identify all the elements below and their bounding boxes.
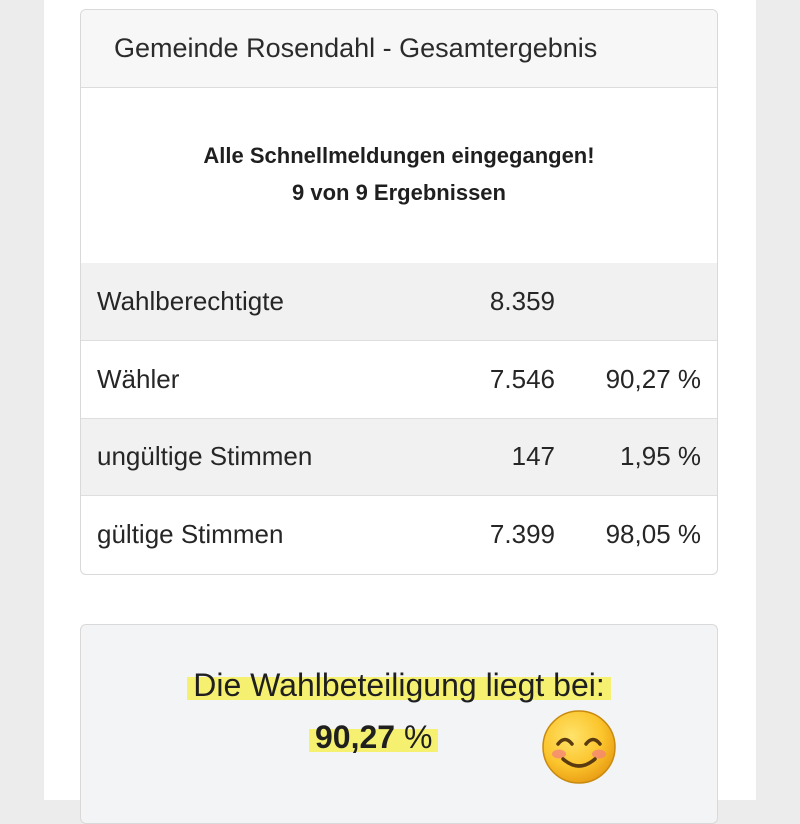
table-row: Wahlberechtigte 8.359: [81, 263, 717, 341]
turnout-value: 90,27 %: [309, 719, 439, 756]
row-percent: 90,27 %: [605, 363, 701, 394]
row-count: 7.546: [489, 363, 555, 394]
table-row: gültige Stimmen 7.399 98,05 %: [81, 495, 717, 574]
row-label: Wähler: [97, 363, 180, 394]
status-count-message: 9 von 9 Ergebnissen: [292, 179, 506, 205]
reporting-status: Alle Schnellmeldungen eingegangen! 9 von…: [81, 88, 717, 263]
row-count: 8.359: [489, 286, 555, 316]
turnout-value-highlight: 90,27 %: [309, 719, 439, 755]
turnout-card: Die Wahlbeteiligung liegt bei: 90,27 %: [80, 624, 718, 824]
turnout-unit: %: [403, 719, 433, 755]
row-percent: 98,05 %: [605, 519, 701, 549]
results-title: Gemeinde Rosendahl - Gesamtergebnis: [114, 33, 598, 63]
row-label: gültige Stimmen: [97, 519, 284, 549]
status-complete-message: Alle Schnellmeldungen eingegangen!: [203, 142, 595, 168]
smiling-face-icon: [542, 710, 616, 784]
row-count: 7.399: [489, 519, 555, 549]
turnout-title-text: Die Wahlbeteiligung liegt bei:: [187, 667, 611, 703]
row-percent: [555, 263, 717, 341]
results-table: Wahlberechtigte 8.359 Wähler 7.546 90,27…: [81, 263, 717, 573]
table-row: Wähler 7.546 90,27 %: [81, 340, 717, 419]
row-label: Wahlberechtigte: [97, 286, 284, 316]
results-card: Gemeinde Rosendahl - Gesamtergebnis Alle…: [80, 9, 718, 575]
table-row: ungültige Stimmen 147 1,95 %: [81, 418, 717, 496]
card-header: Gemeinde Rosendahl - Gesamtergebnis: [81, 10, 717, 88]
turnout-number: 90,27: [315, 719, 396, 755]
row-percent: 1,95 %: [620, 441, 701, 472]
turnout-title: Die Wahlbeteiligung liegt bei:: [81, 667, 717, 704]
row-count: 147: [511, 441, 555, 472]
row-label: ungültige Stimmen: [97, 441, 313, 472]
